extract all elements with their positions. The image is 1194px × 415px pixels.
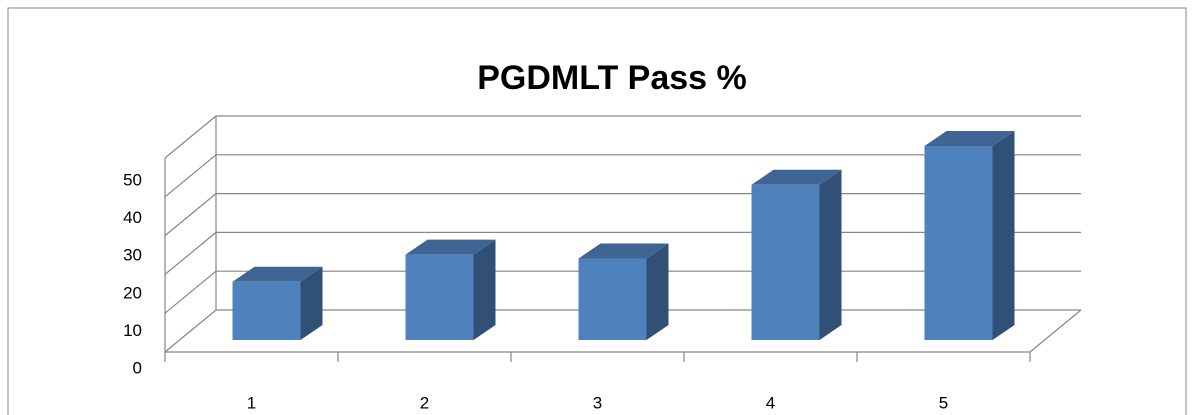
bar-side [646, 243, 669, 340]
chart-title: PGDMLT Pass % [477, 59, 747, 97]
floor-edge [1029, 309, 1082, 353]
bar-side [819, 169, 842, 340]
bar-top [405, 239, 496, 255]
grid-line [164, 154, 217, 198]
y-tick-label: 50 [123, 170, 142, 189]
grid-line [164, 115, 217, 159]
bar [751, 184, 820, 340]
grid-line [164, 270, 217, 314]
bar [232, 281, 301, 340]
bar-top [578, 243, 669, 259]
bar [924, 146, 993, 340]
y-tick-label: 40 [123, 208, 142, 227]
x-tick-label: 2 [420, 393, 429, 412]
grid-line [164, 309, 217, 353]
bar-top [751, 169, 842, 185]
bar-side [473, 239, 496, 340]
bar-top [924, 131, 1015, 146]
x-tick-label: 5 [939, 393, 948, 412]
bar-side [992, 131, 1015, 340]
y-tick-label: 30 [123, 246, 142, 265]
bar [578, 258, 647, 340]
bar-top [232, 266, 323, 282]
grid-line [164, 193, 217, 237]
x-tick-label: 1 [247, 393, 256, 412]
y-tick-label: 20 [123, 283, 142, 302]
y-tick-label: 10 [123, 321, 142, 340]
x-tick-label: 3 [593, 393, 602, 412]
bar [405, 254, 474, 340]
bar-side [300, 266, 323, 340]
y-tick-label: 0 [133, 358, 142, 377]
grid-line [164, 231, 217, 275]
x-tick-label: 4 [766, 393, 775, 412]
